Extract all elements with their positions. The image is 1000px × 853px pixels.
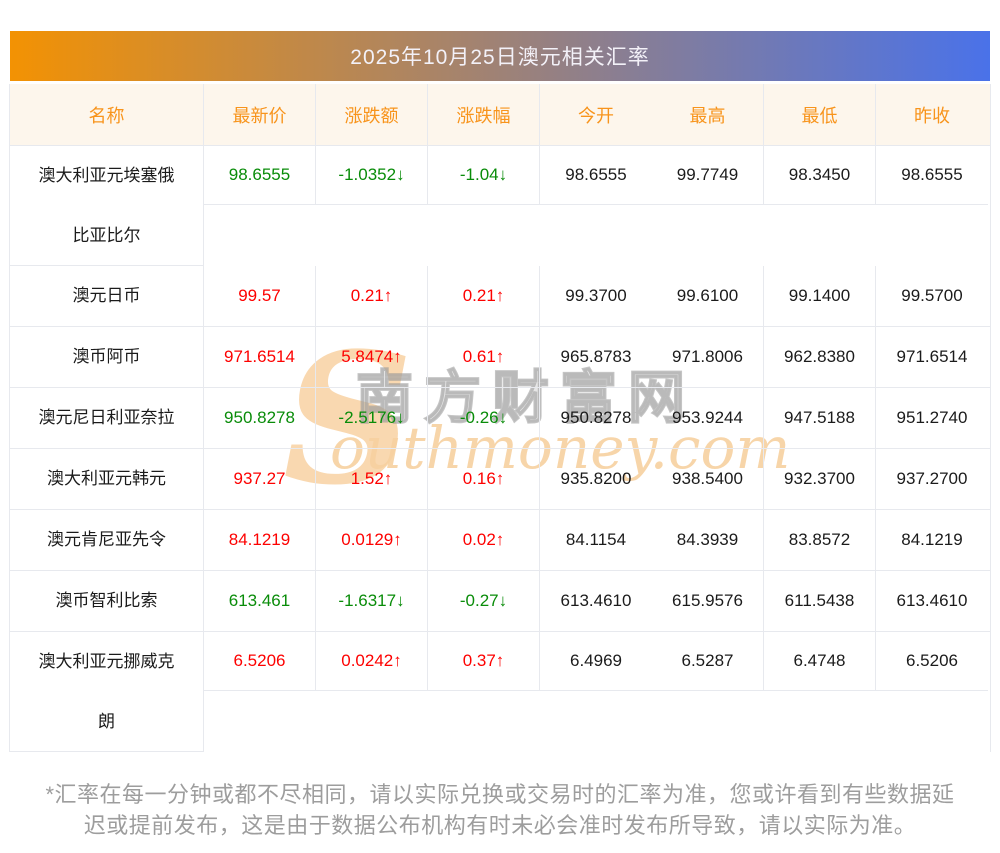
column-header: 最低: [764, 84, 876, 145]
open-price: 84.1154: [565, 530, 627, 549]
table-row: 澳元日币 99.57 0.21↑ 0.21↑ 99.3700 99.6100 99.1400…: [10, 266, 990, 327]
currency-pair-name: 澳大利亚元挪威克朗: [10, 632, 204, 752]
high-price: 99.7749: [652, 146, 764, 204]
column-header: 涨跌幅: [428, 84, 540, 145]
prev-close-price: 6.5206: [906, 651, 958, 670]
data-band: 98.6555 -1.0352↓ -1.04↓ 98.6555 99.7749 98.34…: [204, 146, 988, 205]
footer-note: *汇率在每一分钟或都不尽相同，请以实际兑换或交易时的汇率为准，您或许看到有些数据…: [0, 779, 1000, 841]
table-row: 澳大利亚元埃塞俄比亚比尔 98.6555 -1.0352↓ -1.04↓ 98.6555…: [10, 146, 990, 266]
column-header: 最新价: [204, 84, 316, 145]
open-price: 98.6555: [565, 165, 627, 184]
currency-pair-name: 澳元日币: [10, 266, 204, 326]
latest-price: 98.6555: [204, 146, 316, 204]
footer-line-2: 迟或提前发布，这是由于数据公布机构有时未必会准时发布所导致，请以实际为准。: [83, 813, 917, 838]
change-amount: -1.6317↓: [316, 571, 428, 631]
prev-close-price: 613.4610: [896, 591, 968, 610]
low-price: 83.8572: [764, 510, 876, 570]
low-price: 6.4748: [764, 632, 876, 690]
table-row: 澳元尼日利亚奈拉 950.8278 -2.5176↓ -0.26↓ 950.8278 95…: [10, 388, 990, 449]
title-bar: 2025年10月25日澳元相关汇率: [10, 31, 990, 81]
open-price: 613.4610: [560, 591, 632, 610]
table-row: 澳大利亚元韩元 937.27 1.52↑ 0.16↑ 935.8200 938.5400 9…: [10, 449, 990, 510]
latest-price: 613.461: [204, 571, 316, 631]
change-amount: 0.21↑: [316, 266, 428, 326]
low-price: 99.1400: [764, 266, 876, 326]
latest-price: 971.6514: [204, 327, 316, 387]
high-price: 84.3939: [652, 510, 764, 570]
column-header: 涨跌额: [316, 84, 428, 145]
high-price: 99.6100: [652, 266, 764, 326]
currency-pair-name: 澳大利亚元埃塞俄比亚比尔: [10, 146, 204, 266]
high-price: 953.9244: [652, 388, 764, 448]
low-price: 947.5188: [764, 388, 876, 448]
low-price: 962.8380: [764, 327, 876, 387]
column-header: 最高: [652, 84, 764, 145]
open-price: 935.8200: [560, 469, 632, 488]
latest-price: 6.5206: [204, 632, 316, 690]
table-header-row: 名称 最新价 涨跌额 涨跌幅 今开 最高 最低 昨收: [10, 84, 990, 146]
prev-close-price: 937.2700: [896, 469, 968, 488]
open-price: 950.8278: [560, 408, 632, 427]
currency-pair-name: 澳币智利比索: [10, 571, 204, 631]
low-price: 611.5438: [764, 571, 876, 631]
content: 2025年10月25日澳元相关汇率 名称 最新价 涨跌额 涨跌幅 今开 最高 最低 昨收 澳大…: [0, 31, 1000, 841]
high-price: 615.9576: [652, 571, 764, 631]
prev-close-price: 951.2740: [896, 408, 968, 427]
column-header: 今开: [578, 105, 614, 126]
open-price: 965.8783: [560, 347, 632, 366]
table-row: 澳币智利比索 613.461 -1.6317↓ -0.27↓ 613.4610 615.9…: [10, 571, 990, 632]
prev-close-price: 84.1219: [901, 530, 963, 549]
change-amount: 0.0242↑: [316, 632, 428, 690]
data-band: 6.5206 0.0242↑ 0.37↑ 6.4969 6.5287 6.4748 6.52…: [204, 632, 988, 691]
change-amount: 0.0129↑: [316, 510, 428, 570]
change-percent: 0.37↑: [428, 632, 540, 690]
change-percent: 0.21↑: [428, 266, 540, 326]
prev-close-price: 99.5700: [901, 286, 963, 305]
high-price: 6.5287: [652, 632, 764, 690]
change-amount: 1.52↑: [316, 449, 428, 509]
footer-line-1: *汇率在每一分钟或都不尽相同，请以实际兑换或交易时的汇率为准，您或许看到有些数据…: [45, 782, 955, 807]
change-amount: 5.8474↑: [316, 327, 428, 387]
table-row: 澳币阿币 971.6514 5.8474↑ 0.61↑ 965.8783 971.8006…: [10, 327, 990, 388]
latest-price: 937.27: [204, 449, 316, 509]
open-price: 99.3700: [565, 286, 627, 305]
latest-price: 99.57: [204, 266, 316, 326]
low-price: 932.3700: [764, 449, 876, 509]
high-price: 938.5400: [652, 449, 764, 509]
change-percent: -0.26↓: [428, 388, 540, 448]
currency-pair-name: 澳币阿币: [10, 327, 204, 387]
currency-pair-name: 澳元尼日利亚奈拉: [10, 388, 204, 448]
currency-pair-name: 澳元肯尼亚先令: [10, 510, 204, 570]
open-price: 6.4969: [570, 651, 622, 670]
prev-close-price: 971.6514: [896, 347, 968, 366]
table-body: 澳大利亚元埃塞俄比亚比尔 98.6555 -1.0352↓ -1.04↓ 98.6555…: [10, 146, 990, 752]
prev-close-price: 98.6555: [901, 165, 963, 184]
change-amount: -2.5176↓: [316, 388, 428, 448]
table-row: 澳元肯尼亚先令 84.1219 0.0129↑ 0.02↑ 84.1154 84.3939…: [10, 510, 990, 571]
table-row: 澳大利亚元挪威克朗 6.5206 0.0242↑ 0.37↑ 6.4969 6.5287 6…: [10, 632, 990, 752]
column-header: 名称: [10, 84, 204, 145]
latest-price: 950.8278: [204, 388, 316, 448]
low-price: 98.3450: [764, 146, 876, 204]
change-percent: 0.61↑: [428, 327, 540, 387]
latest-price: 84.1219: [204, 510, 316, 570]
high-price: 971.8006: [652, 327, 764, 387]
change-amount: -1.0352↓: [316, 146, 428, 204]
page-title: 2025年10月25日澳元相关汇率: [350, 46, 650, 69]
change-percent: 0.02↑: [428, 510, 540, 570]
change-percent: -0.27↓: [428, 571, 540, 631]
rates-table: 名称 最新价 涨跌额 涨跌幅 今开 最高 最低 昨收 澳大利亚元埃塞俄比亚比尔 98.6555-…: [9, 84, 991, 752]
currency-pair-name: 澳大利亚元韩元: [10, 449, 204, 509]
column-header: 昨收: [914, 105, 950, 126]
change-percent: 0.16↑: [428, 449, 540, 509]
change-percent: -1.04↓: [428, 146, 540, 204]
